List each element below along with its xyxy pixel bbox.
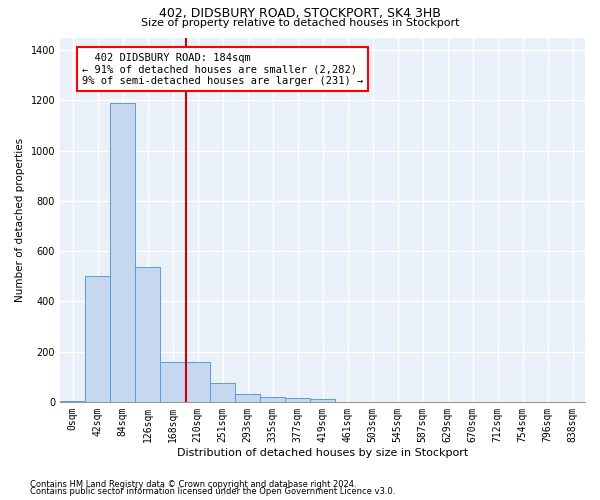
- X-axis label: Distribution of detached houses by size in Stockport: Distribution of detached houses by size …: [177, 448, 468, 458]
- Bar: [210, 383, 235, 402]
- Bar: [110, 103, 135, 402]
- Bar: [160, 362, 185, 402]
- Bar: [235, 394, 260, 402]
- Bar: [285, 398, 310, 402]
- Text: Size of property relative to detached houses in Stockport: Size of property relative to detached ho…: [141, 18, 459, 28]
- Text: 402, DIDSBURY ROAD, STOCKPORT, SK4 3HB: 402, DIDSBURY ROAD, STOCKPORT, SK4 3HB: [159, 8, 441, 20]
- Y-axis label: Number of detached properties: Number of detached properties: [15, 138, 25, 302]
- Text: 402 DIDSBURY ROAD: 184sqm
← 91% of detached houses are smaller (2,282)
9% of sem: 402 DIDSBURY ROAD: 184sqm ← 91% of detac…: [82, 52, 363, 86]
- Bar: [310, 399, 335, 402]
- Bar: [60, 400, 85, 402]
- Bar: [185, 362, 210, 402]
- Text: Contains HM Land Registry data © Crown copyright and database right 2024.: Contains HM Land Registry data © Crown c…: [30, 480, 356, 489]
- Text: Contains public sector information licensed under the Open Government Licence v3: Contains public sector information licen…: [30, 487, 395, 496]
- Bar: [260, 397, 285, 402]
- Bar: [135, 268, 160, 402]
- Bar: [85, 276, 110, 402]
